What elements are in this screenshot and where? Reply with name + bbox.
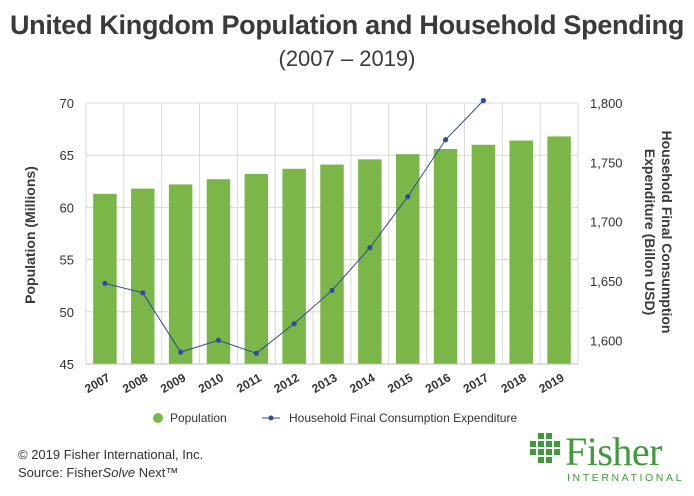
population-bar	[547, 136, 571, 364]
y-tick-label: 45	[60, 357, 74, 372]
population-bar	[282, 168, 306, 364]
copyright-text: © 2019 Fisher International, Inc.	[18, 447, 204, 462]
y2-tick-label: 1,700	[590, 215, 623, 230]
y2-axis-label-line2: Expenditure (Billon USD)	[642, 149, 658, 315]
gridlines	[85, 102, 579, 365]
population-bar	[131, 188, 155, 364]
x-tick-label: 2008	[120, 370, 150, 396]
expenditure-point	[367, 245, 373, 251]
x-tick-label: 2010	[196, 370, 226, 396]
x-tick-label: 2017	[461, 370, 491, 396]
x-tick-label: 2007	[82, 370, 112, 396]
population-bar	[93, 193, 117, 364]
x-tick-label: 2019	[536, 370, 566, 396]
population-bars	[93, 136, 571, 364]
x-tick-label: 2014	[347, 370, 377, 396]
source-suffix: Next™	[135, 465, 179, 480]
y2-tick-label: 1,800	[590, 96, 623, 111]
x-tick-label: 2015	[385, 370, 415, 396]
population-bar	[206, 179, 231, 364]
y2-axis-label-line1: Household Final Consumption	[659, 131, 675, 334]
y-tick-label: 60	[60, 200, 74, 215]
population-bar	[395, 154, 420, 364]
logo-subtitle: INTERNATIONAL	[567, 472, 685, 484]
population-bar	[320, 164, 344, 364]
y2-tick-label: 1,650	[590, 274, 623, 289]
expenditure-point	[140, 290, 146, 296]
fisher-logo-icon	[530, 433, 560, 463]
y-axis-label: Population (Millions)	[22, 166, 38, 304]
population-bar	[358, 159, 382, 364]
expenditure-point	[253, 350, 259, 356]
y-tick-label: 70	[60, 96, 74, 111]
expenditure-point	[178, 349, 184, 355]
expenditure-point	[215, 337, 222, 343]
expenditure-line	[102, 98, 486, 356]
expenditure-point	[329, 287, 335, 294]
logo-wordmark: Fisher	[565, 429, 663, 474]
y-tick-label: 55	[60, 253, 74, 268]
legend-expenditure-label: Household Final Consumption Expenditure	[289, 411, 517, 425]
population-bar	[509, 140, 533, 364]
legend-population-marker	[153, 413, 163, 423]
source-italic: Solve	[102, 465, 136, 480]
x-tick-label: 2013	[309, 370, 339, 396]
y-tick-label: 50	[60, 305, 74, 320]
y2-tick-label: 1,750	[590, 155, 623, 170]
source-prefix: Source: Fisher	[18, 465, 103, 480]
population-bar	[244, 173, 269, 364]
expenditure-point	[442, 137, 449, 143]
population-bar	[471, 144, 496, 364]
y2-tick-label: 1,600	[590, 333, 623, 348]
population-bar	[433, 148, 458, 364]
population-bar	[168, 184, 193, 364]
source-text: Source: FisherSolve Next™	[18, 465, 178, 480]
x-tick-label: 2012	[272, 370, 302, 396]
y-tick-label: 65	[60, 148, 74, 163]
x-tick-label: 2018	[499, 370, 529, 396]
x-tick-label: 2011	[234, 370, 264, 395]
x-tick-label: 2016	[423, 370, 453, 396]
expenditure-point	[291, 321, 297, 327]
expenditure-point	[480, 98, 486, 104]
expenditure-point	[102, 280, 108, 286]
chart-title: United Kingdom Population and Household …	[9, 10, 685, 40]
x-tick-label: 2009	[158, 370, 188, 396]
legend-expenditure-marker	[268, 415, 274, 421]
legend-population-label: Population	[170, 411, 227, 425]
legend: Population Household Final Consumption E…	[153, 411, 517, 425]
expenditure-point	[405, 194, 411, 200]
chart-subtitle: (2007 – 2019)	[278, 46, 416, 71]
